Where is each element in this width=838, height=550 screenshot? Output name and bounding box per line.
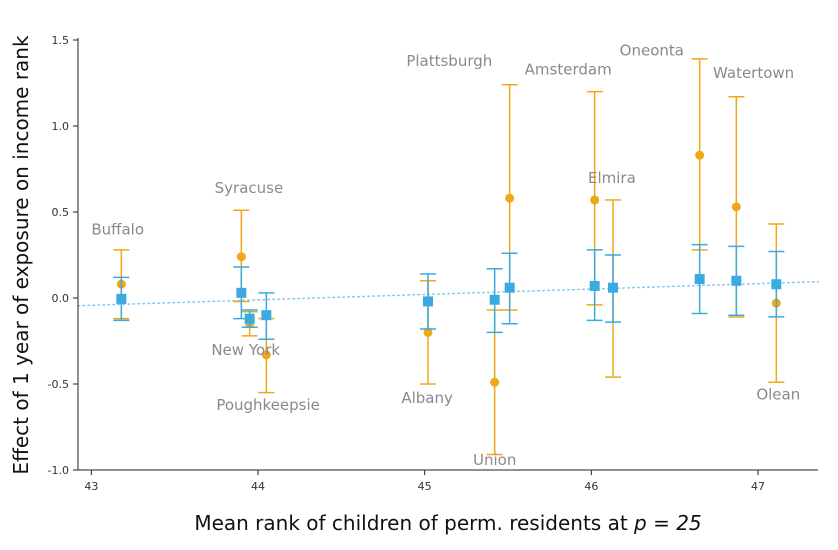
y-tick-label: 0.0 (52, 292, 70, 305)
blue-square-point (116, 293, 127, 304)
x-axis-title-math: p = 25 (633, 511, 702, 535)
city-label: Elmira (588, 169, 636, 187)
orange-circle-point (695, 150, 705, 160)
y-tick-label: 1.0 (52, 120, 70, 133)
axes: -1.0 -0.5 0.0 0.5 1.0 1.5 43 44 45 46 47 (48, 34, 818, 493)
y-tick-label: -0.5 (48, 378, 69, 391)
orange-circle-point (731, 202, 741, 212)
trend-line-layer (77, 280, 819, 307)
city-label: Albany (401, 389, 453, 407)
x-tick-label: 47 (751, 480, 765, 493)
city-label: New York (211, 341, 280, 359)
city-label: Buffalo (91, 220, 144, 238)
blue-square-point (504, 282, 515, 293)
orange-circle-point (505, 193, 515, 203)
x-tick-label: 43 (84, 480, 98, 493)
blue-square-point (771, 279, 782, 290)
city-label: Amsterdam (525, 60, 612, 78)
blue-square-point (244, 313, 255, 324)
x-axis-title: Mean rank of children of perm. residents… (194, 511, 701, 535)
y-axis-title: Effect of 1 year of exposure on income r… (9, 35, 33, 475)
orange-circle-point (236, 252, 246, 262)
trend-line (77, 280, 819, 307)
x-tick-label: 44 (251, 480, 265, 493)
x-axis-title-text: Mean rank of children of perm. residents… (194, 511, 634, 535)
orange-circle-point (423, 327, 433, 337)
y-tick-label: -1.0 (48, 464, 69, 477)
blue-square-point (261, 310, 272, 321)
y-tick-label: 0.5 (52, 206, 70, 219)
x-tick-label: 45 (418, 480, 432, 493)
city-label: Plattsburgh (406, 52, 492, 70)
x-tick-label: 46 (584, 480, 598, 493)
orange-circle-point (590, 195, 600, 205)
city-label: Oneonta (620, 41, 684, 59)
city-label: Union (473, 451, 516, 469)
blue-square-point (589, 280, 600, 291)
blue-series-layer (113, 243, 785, 341)
blue-square-point (608, 282, 618, 293)
blue-square-point (423, 296, 433, 307)
city-label: Watertown (713, 64, 794, 82)
orange-circle-point (261, 350, 271, 360)
city-label: Poughkeepsie (216, 396, 320, 414)
blue-square-point (694, 274, 705, 285)
city-labels: Buffalo Syracuse New York Poughkeepsie Alban… (91, 41, 800, 468)
blue-square-point (731, 275, 742, 286)
y-tick-label: 1.5 (52, 34, 70, 47)
blue-square-point (489, 294, 500, 305)
city-label: Syracuse (215, 179, 284, 197)
city-label: Olean (756, 385, 800, 403)
blue-square-point (236, 287, 247, 298)
orange-circle-point (490, 377, 500, 387)
